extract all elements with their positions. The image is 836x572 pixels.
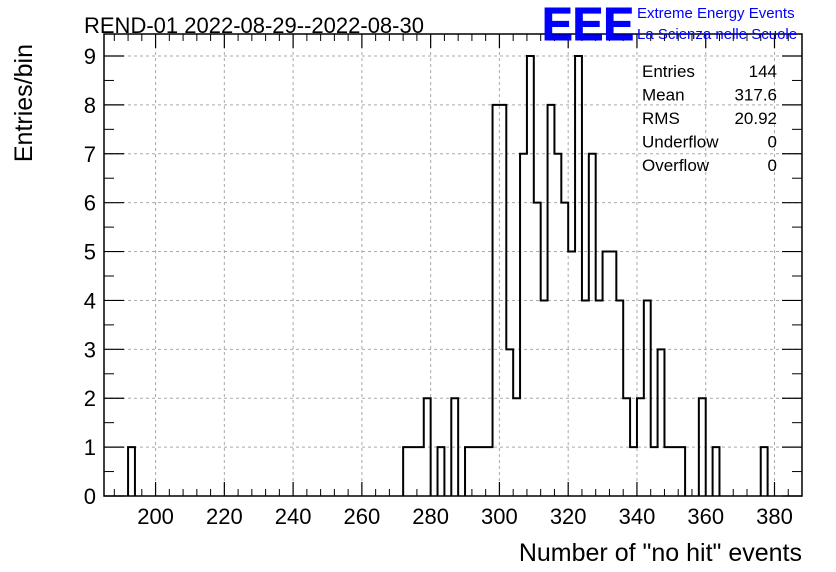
logo-line-1: Extreme Energy Events [637,5,795,22]
x-tick-label: 340 [619,504,656,529]
histogram-outline [127,55,769,496]
tick-labels: 200 220 240 260 280 300 320 340 360 380 0 1 2 3 4 5 6 7 8 9 [84,44,793,529]
x-tick-label: 200 [137,504,174,529]
stat-value: 0 [768,156,777,175]
x-tick-label: 220 [206,504,243,529]
x-tick-label: 300 [481,504,518,529]
stat-value: 20.92 [734,109,777,128]
stat-label: Underflow [642,133,719,152]
y-tick-label: 8 [84,93,96,118]
y-tick-label: 5 [84,240,96,265]
stat-value: 317.6 [734,86,777,105]
stat-value: 144 [749,62,777,81]
y-tick-label: 3 [84,337,96,362]
x-tick-label: 240 [275,504,312,529]
stats-box: Entries 144 Mean 317.6 RMS 20.92 Underflow 0 Ove… [642,62,777,175]
x-tick-label: 260 [344,504,381,529]
stat-label: RMS [642,109,680,128]
eee-logo-mark: EEE [542,0,634,50]
x-tick-label: 360 [687,504,724,529]
y-tick-label: 0 [84,484,96,509]
y-tick-label: 6 [84,191,96,216]
histogram-series [127,55,769,496]
y-tick-label: 1 [84,435,96,460]
y-tick-label: 7 [84,142,96,167]
stat-label: Mean [642,86,685,105]
x-tick-label: 380 [756,504,793,529]
chart-title: REND-01 2022-08-29--2022-08-30 [84,13,424,38]
axis-ticks [104,34,803,497]
logo-line-2: La Scienza nelle Scuole [637,26,797,43]
x-tick-label: 280 [412,504,449,529]
y-tick-label: 4 [84,288,96,313]
stat-label: Overflow [642,156,710,175]
plot-frame [103,33,803,497]
x-axis-label: Number of "no hit" events [519,539,802,567]
stat-label: Entries [642,62,695,81]
x-tick-label: 320 [550,504,587,529]
y-axis-label: Entries/bin [10,44,38,162]
y-tick-label: 2 [84,386,96,411]
y-tick-label: 9 [84,44,96,69]
stat-value: 0 [768,133,777,152]
